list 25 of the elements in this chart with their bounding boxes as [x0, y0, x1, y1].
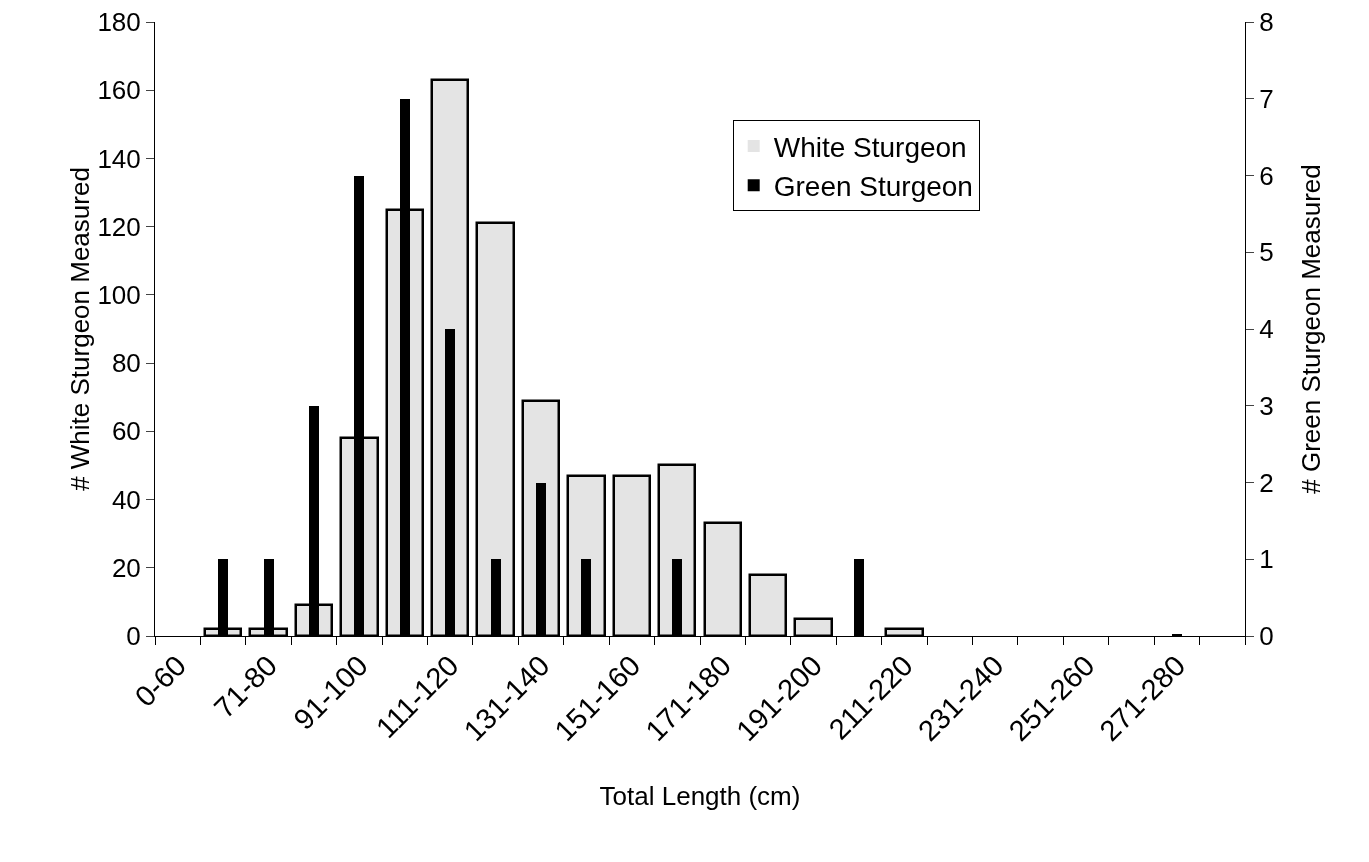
legend-label: White Sturgeon — [773, 131, 967, 163]
y2-tick-label: 6 — [1259, 160, 1274, 191]
y2-tick-label: 1 — [1259, 544, 1274, 575]
y-tick-label: 160 — [97, 75, 141, 106]
y-tick-label: 60 — [111, 416, 141, 447]
y-tick-label: 140 — [97, 143, 141, 174]
y2-tick-label: 3 — [1259, 390, 1274, 421]
y-tick-label: 120 — [97, 211, 141, 242]
y2-tick-label: 8 — [1259, 7, 1274, 38]
y2-axis-title: # Green Sturgeon Measured — [1296, 164, 1326, 494]
x-tick-label: 0-60 — [128, 649, 193, 713]
y-tick-label: 0 — [126, 621, 141, 652]
y-tick-label: 180 — [97, 7, 141, 38]
y-tick-label: 40 — [111, 484, 141, 515]
y2-tick-label: 2 — [1259, 467, 1274, 498]
y2-tick-label: 0 — [1259, 621, 1274, 652]
y-axis-title: # White Sturgeon Measured — [65, 167, 96, 491]
y-tick-label: 100 — [97, 279, 141, 310]
y2-tick-label: 5 — [1259, 237, 1274, 268]
y2-tick-label: 4 — [1259, 314, 1274, 345]
y2-tick-label: 7 — [1259, 83, 1274, 114]
x-axis-title: Total Length (cm) — [599, 780, 801, 811]
y-tick-label: 20 — [111, 552, 141, 583]
y-tick-label: 80 — [111, 348, 141, 379]
legend-label: Green Sturgeon — [773, 171, 973, 203]
